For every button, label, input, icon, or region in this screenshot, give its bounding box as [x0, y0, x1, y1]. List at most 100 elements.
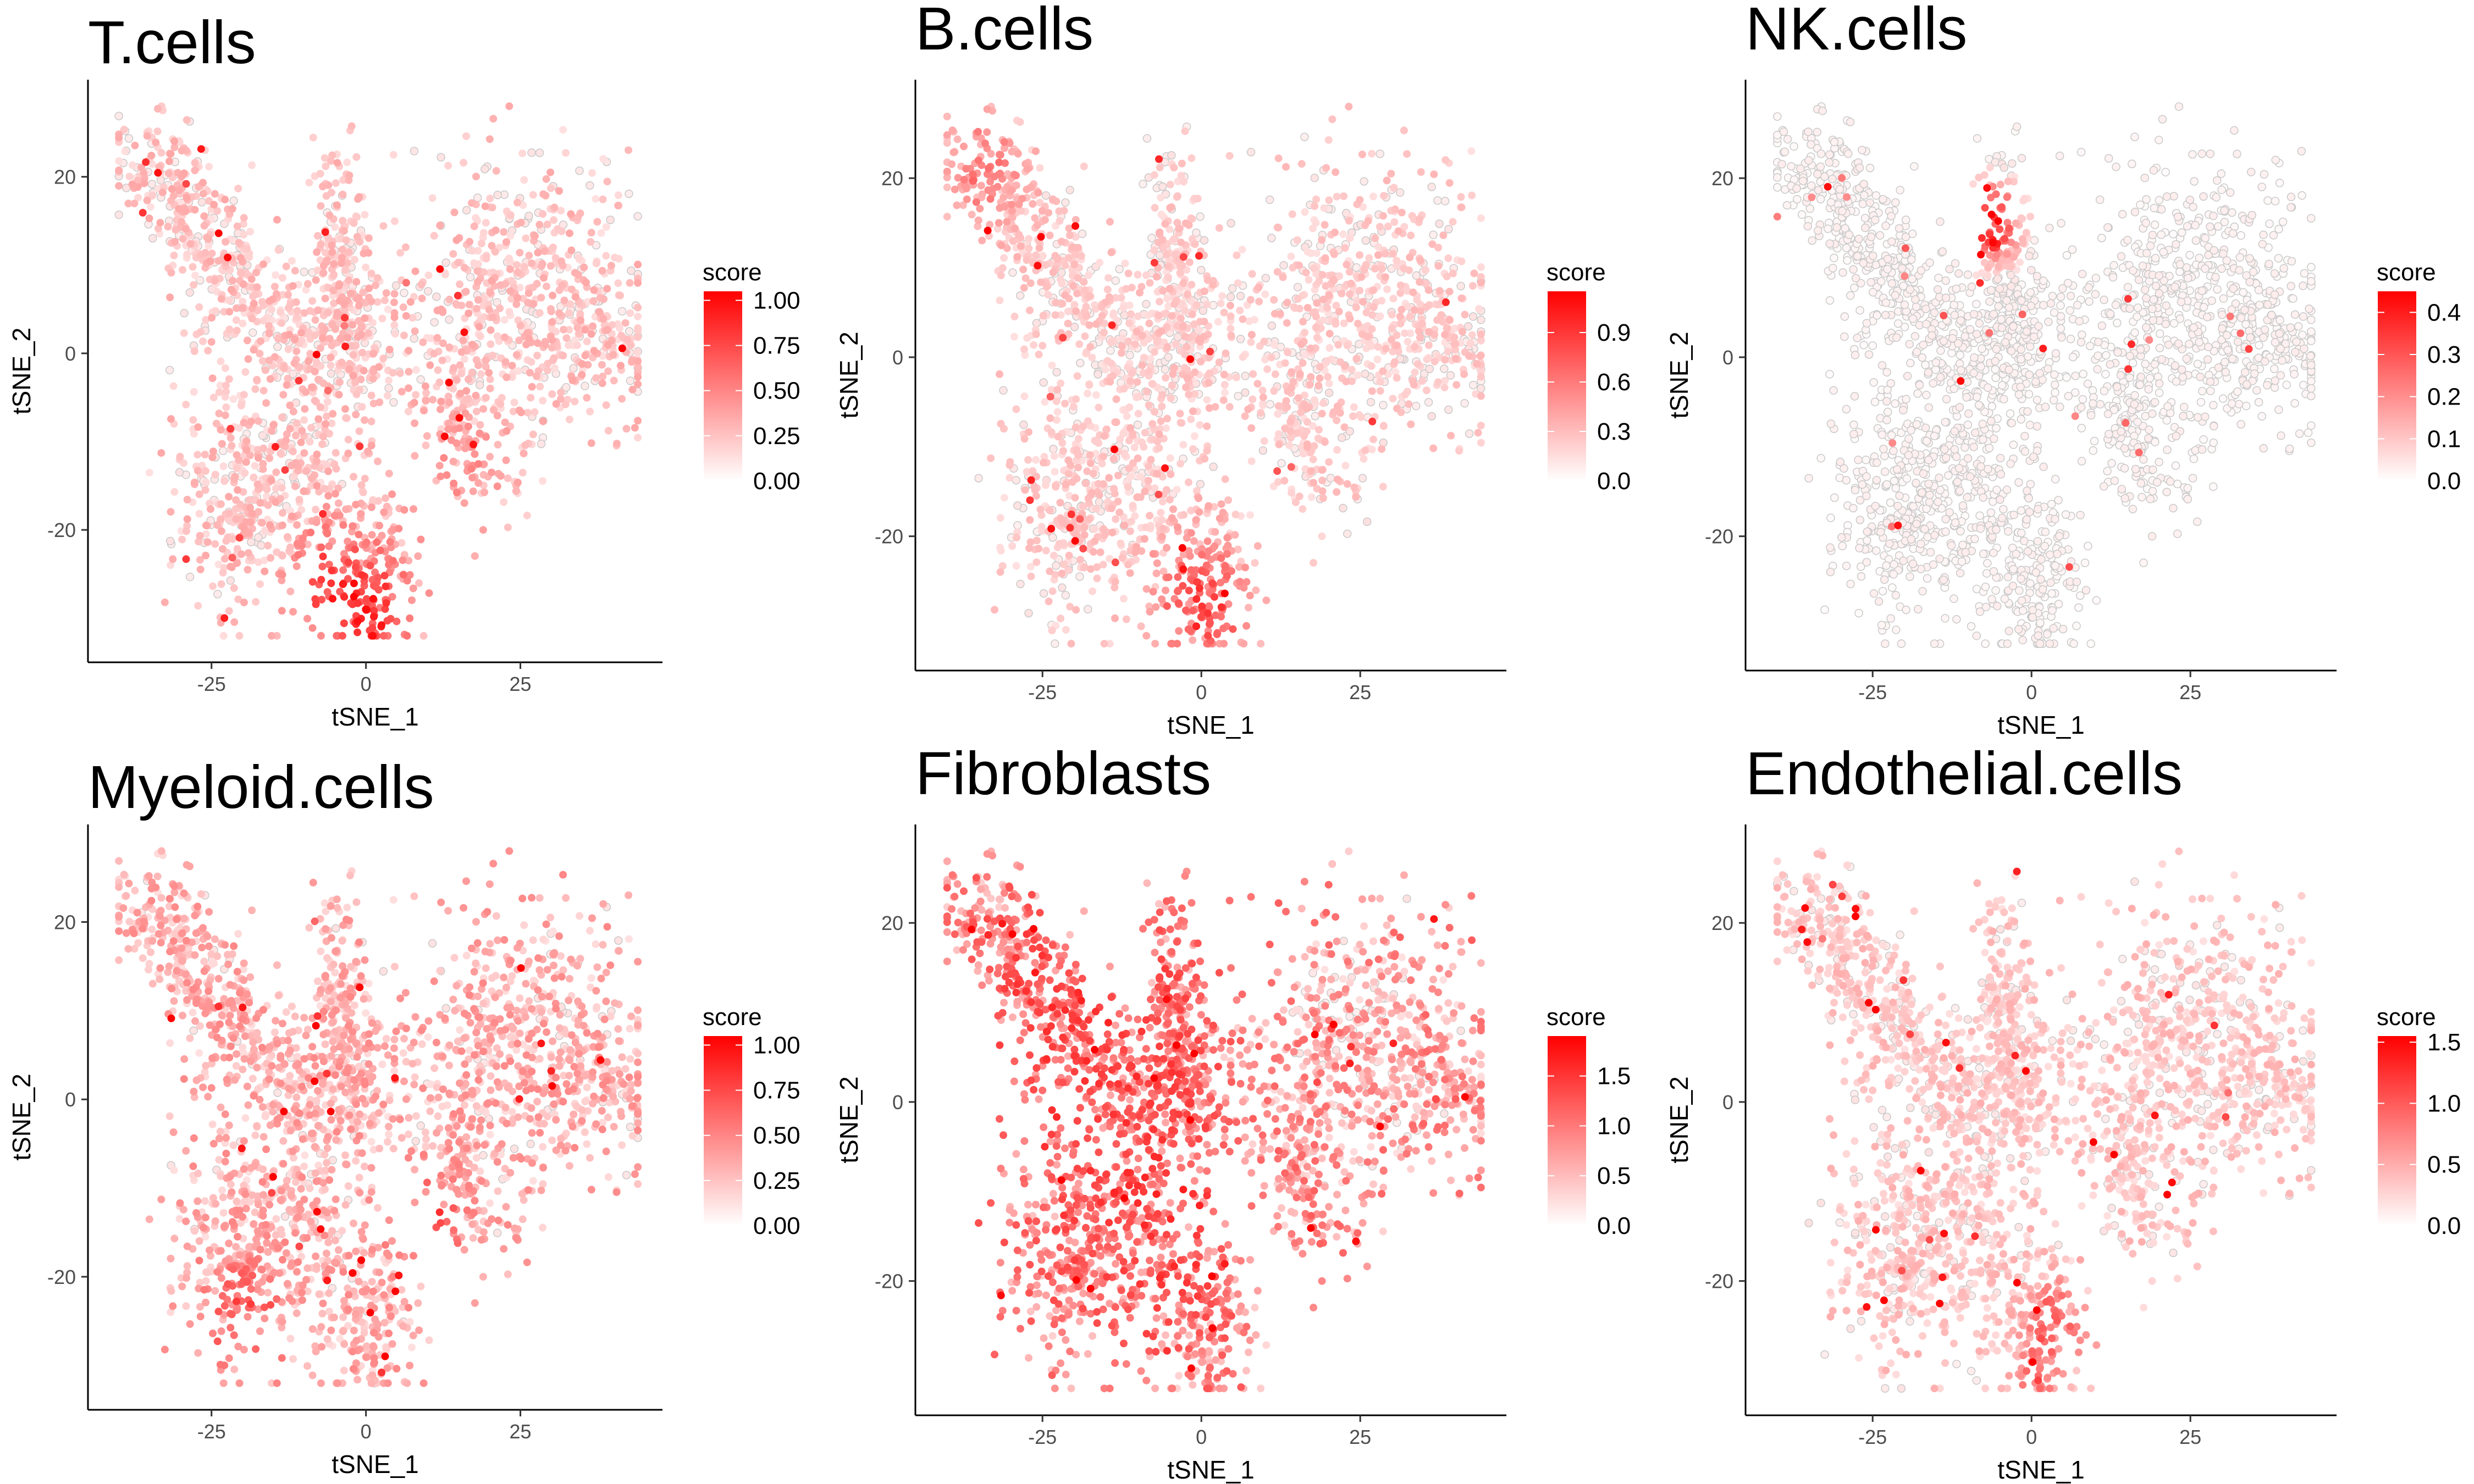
data-point: [481, 488, 489, 496]
data-point: [1076, 556, 1085, 564]
data-point: [1153, 559, 1161, 567]
data-point: [319, 433, 327, 440]
data-point: [1190, 537, 1198, 545]
data-point: [1253, 542, 1262, 550]
data-point: [1052, 481, 1059, 490]
data-point: [477, 370, 485, 378]
data-point: [1322, 164, 1330, 172]
data-point: [1203, 422, 1211, 430]
data-point: [1155, 155, 1163, 163]
data-point: [1387, 170, 1395, 178]
data-point: [1396, 281, 1405, 290]
data-point: [1301, 208, 1309, 216]
data-point: [278, 484, 286, 492]
data-point: [488, 468, 496, 477]
data-point: [1071, 537, 1079, 545]
data-point: [1142, 585, 1151, 593]
data-point: [399, 303, 407, 311]
data-point: [445, 398, 454, 407]
data-point: [227, 434, 235, 442]
data-point: [1477, 384, 1485, 393]
data-point: [1361, 236, 1371, 245]
data-point: [1133, 420, 1142, 429]
data-point: [1457, 203, 1466, 212]
data-point: [324, 386, 332, 395]
data-point: [1179, 323, 1187, 330]
data-point: [1347, 279, 1355, 287]
data-point: [1285, 441, 1294, 450]
data-point: [1048, 195, 1057, 203]
data-point: [1057, 614, 1065, 623]
data-point: [327, 361, 335, 369]
data-point: [401, 243, 410, 251]
data-point: [949, 148, 958, 157]
data-point: [165, 169, 173, 178]
data-point: [1369, 435, 1377, 444]
data-point: [418, 294, 426, 302]
data-point: [1094, 370, 1102, 379]
data-point: [581, 351, 589, 359]
data-point: [513, 198, 521, 207]
data-point: [1083, 467, 1091, 475]
data-point: [1288, 210, 1296, 218]
data-point: [1000, 494, 1008, 502]
data-point: [1352, 493, 1360, 501]
data-point: [332, 179, 340, 187]
data-point: [1087, 489, 1096, 497]
data-point: [1360, 265, 1368, 274]
data-point: [521, 441, 529, 449]
data-point: [1468, 191, 1476, 200]
data-point: [1124, 269, 1133, 278]
data-point: [943, 183, 951, 191]
data-point: [1390, 358, 1399, 366]
data-point: [960, 142, 968, 151]
data-point: [250, 473, 258, 481]
data-point: [548, 344, 556, 352]
data-point: [1008, 201, 1015, 209]
data-point: [362, 263, 370, 272]
data-point: [354, 617, 362, 625]
data-point: [207, 338, 216, 346]
data-point: [243, 336, 251, 345]
data-point: [388, 490, 396, 499]
data-point: [1242, 622, 1250, 630]
data-point: [1116, 435, 1124, 444]
data-point: [1166, 496, 1174, 503]
data-point: [1447, 431, 1455, 440]
data-point: [548, 336, 556, 344]
data-point: [984, 226, 992, 235]
data-point: [504, 474, 512, 483]
data-point: [1162, 374, 1170, 382]
data-point: [202, 315, 210, 324]
data-point: [352, 390, 361, 398]
data-point: [634, 303, 642, 312]
data-point: [1053, 386, 1062, 394]
data-point: [1134, 454, 1142, 462]
data-point: [1045, 597, 1053, 606]
data-point: [248, 314, 256, 323]
data-point: [312, 351, 321, 359]
data-point: [317, 543, 325, 551]
data-point: [292, 298, 300, 306]
data-point: [421, 382, 429, 390]
data-point: [199, 190, 207, 198]
data-point: [520, 176, 528, 184]
data-point: [465, 301, 473, 309]
data-point: [1138, 361, 1146, 369]
data-point: [986, 195, 995, 203]
data-point: [318, 562, 327, 571]
data-point: [972, 198, 980, 206]
data-point: [1162, 586, 1169, 595]
data-point: [1388, 311, 1396, 319]
data-point: [361, 211, 369, 219]
data-point: [983, 128, 991, 136]
data-point: [328, 341, 336, 350]
data-point: [1035, 244, 1043, 252]
data-point: [1341, 462, 1350, 470]
data-point: [425, 589, 433, 597]
data-point: [1258, 446, 1268, 455]
data-point: [1128, 369, 1136, 378]
data-point: [1000, 138, 1008, 146]
data-point: [1146, 355, 1155, 363]
data-point: [233, 326, 241, 335]
